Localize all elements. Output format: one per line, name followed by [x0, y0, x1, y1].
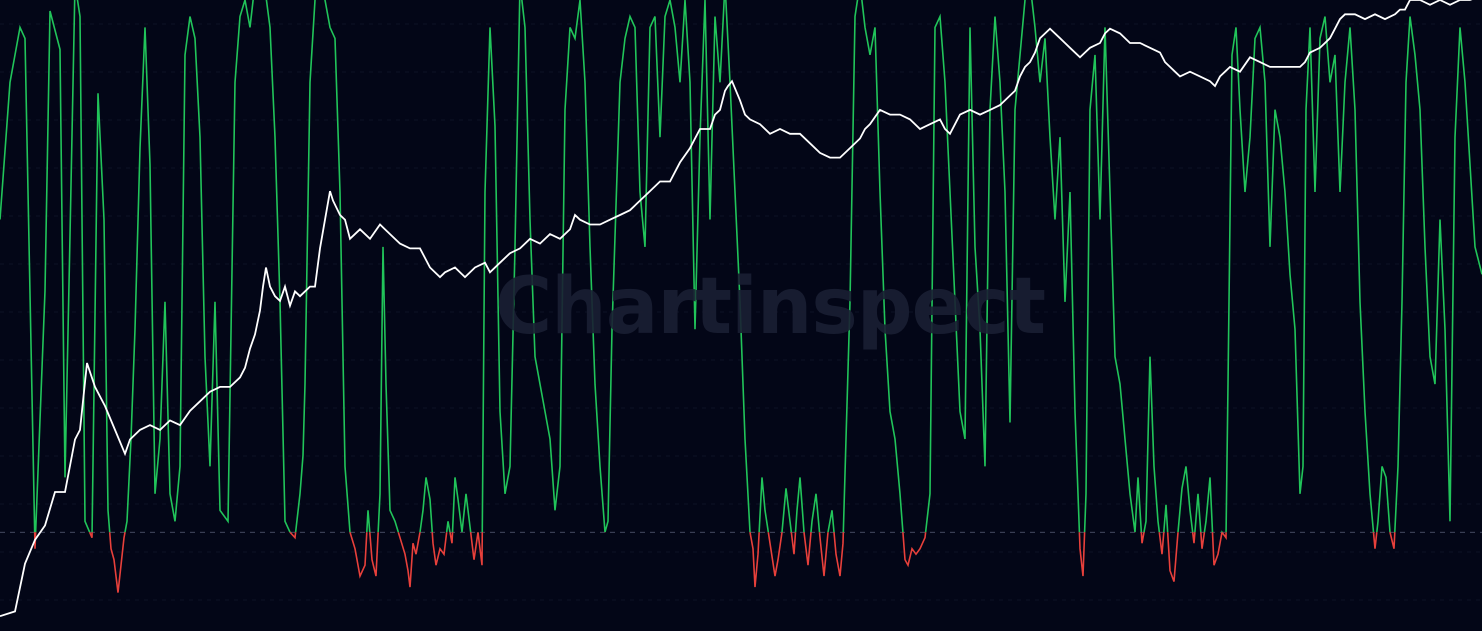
oscillator-series-group	[0, 0, 1482, 593]
grid-lines	[0, 23, 1482, 601]
price-series-line	[0, 0, 1473, 618]
oscillator-series-above	[0, 0, 1482, 533]
